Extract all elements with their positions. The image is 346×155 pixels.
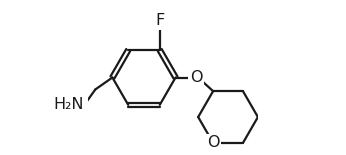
Text: F: F: [155, 13, 164, 28]
Text: H₂N: H₂N: [54, 97, 84, 112]
Text: O: O: [190, 70, 202, 85]
Text: O: O: [207, 135, 219, 150]
